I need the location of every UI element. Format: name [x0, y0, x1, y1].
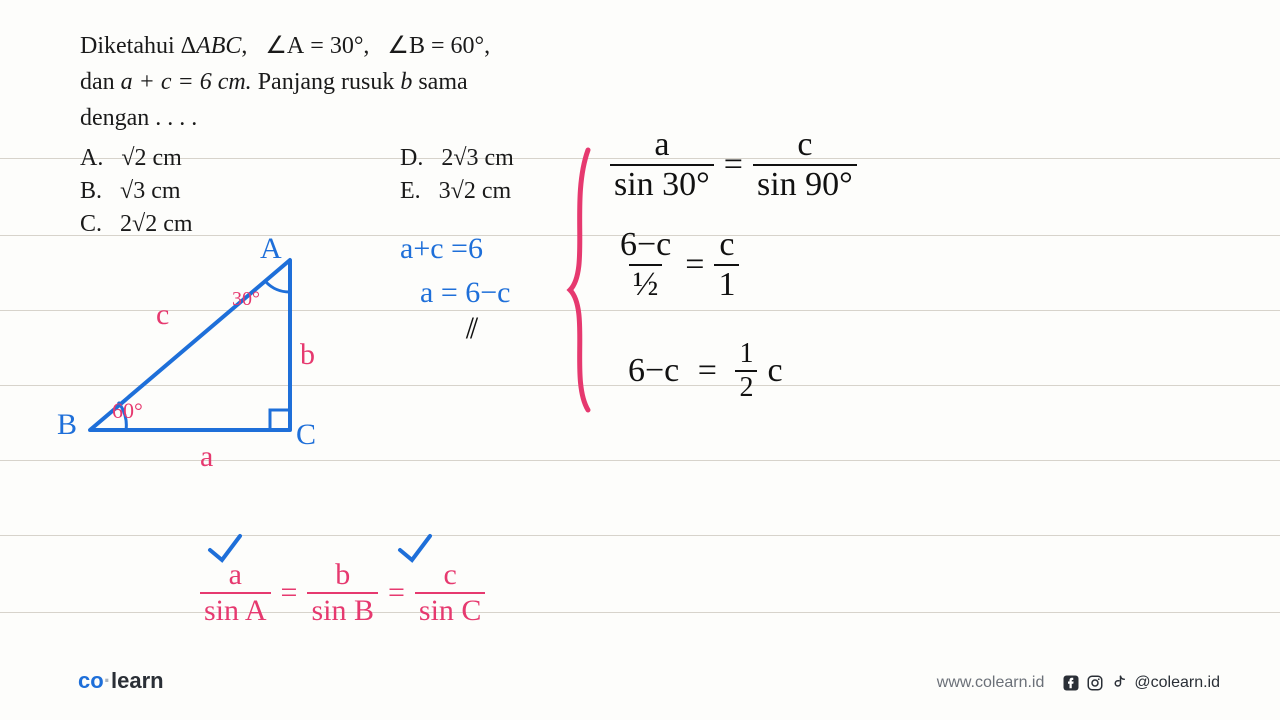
text: sama [412, 69, 467, 95]
logo-dot: · [104, 668, 111, 693]
r2-lnum: 6−c [616, 228, 675, 264]
equals: = [685, 246, 704, 284]
triangle-diagram [70, 230, 360, 480]
work-strike: ⫽ [466, 314, 479, 346]
triangle-name: ABC [196, 33, 241, 59]
los-sin-c: sin C [415, 592, 486, 626]
footer-url: www.colearn.id [937, 674, 1045, 692]
option-b-value: √3 cm [120, 178, 181, 204]
text: Diketahui Δ [80, 33, 196, 59]
logo-co: co [78, 668, 104, 693]
angle-a-label: ∠A [265, 33, 304, 59]
option-a: A. √2 cm [80, 145, 250, 172]
text: Panjang rusuk [252, 69, 401, 95]
work-row-2: 6−c½ = c1 [616, 228, 739, 302]
work-eq1: a+c =6 [400, 232, 483, 266]
r3-lhs: 6−c [628, 352, 679, 390]
side-b-label: b [300, 338, 315, 372]
angle-30: 30° [232, 288, 260, 311]
vertex-a-label: A [260, 232, 282, 266]
angle-a-value: 30° [330, 33, 364, 59]
check-icon [210, 536, 240, 560]
option-e-value: 3√2 cm [439, 178, 512, 204]
work-row-3: 6−c = 12 c [628, 340, 783, 402]
r1-rden: sin 90° [753, 164, 857, 202]
sum-expression: a + c = 6 cm. [121, 69, 252, 95]
side-a-label: a [200, 440, 213, 474]
los-sin-b: sin B [307, 592, 378, 626]
problem-line-1: Diketahui ΔABC, ∠A = 30°, ∠B = 60°, [80, 28, 490, 64]
r2-rnum: c [715, 228, 738, 264]
instagram-icon [1086, 674, 1104, 692]
law-of-sines: asin A = bsin B = csin C [200, 560, 485, 626]
problem-text: Diketahui ΔABC, ∠A = 30°, ∠B = 60°, dan … [80, 28, 490, 136]
equals: = [689, 352, 725, 390]
option-e: E. 3√2 cm [400, 178, 570, 205]
side-b: b [400, 69, 412, 95]
r1-lnum: a [650, 128, 673, 164]
r3-num: 1 [735, 340, 757, 370]
equals: = [281, 576, 298, 610]
work-row-1: asin 30° = csin 90° [610, 128, 857, 202]
option-d: D. 2√3 cm [400, 145, 570, 172]
angle-arc-a [266, 282, 290, 292]
option-a-value: √2 cm [121, 145, 182, 171]
social-row: @colearn.id [1062, 674, 1220, 692]
angle-b-value: 60° [451, 33, 485, 59]
r2-rden: 1 [714, 264, 739, 302]
los-sin-a: sin A [200, 592, 271, 626]
tick-marks [200, 528, 460, 568]
footer-handle: @colearn.id [1134, 674, 1220, 692]
side-c-label: c [156, 298, 169, 332]
tiktok-icon [1110, 674, 1128, 692]
r3-den: 2 [735, 370, 757, 402]
right-angle-marker [270, 410, 290, 430]
equals: = [388, 576, 405, 610]
r1-lden: sin 30° [610, 164, 714, 202]
option-b: B. √3 cm [80, 178, 250, 205]
work-eq2: a = 6−c [420, 276, 510, 310]
facebook-icon [1062, 674, 1080, 692]
footer-right: www.colearn.id @colearn.id [937, 674, 1220, 692]
r1-rnum: c [793, 128, 816, 164]
vertex-b-label: B [57, 408, 77, 442]
problem-line-2: dan a + c = 6 cm. Panjang rusuk b sama [80, 64, 490, 100]
equals: = [724, 146, 743, 184]
answer-options: A. √2 cm D. 2√3 cm B. √3 cm E. 3√2 cm C.… [80, 145, 570, 238]
brand-logo: co·learn [78, 668, 164, 694]
r2-lden: ½ [629, 264, 663, 302]
option-d-value: 2√3 cm [441, 145, 514, 171]
vertex-c-label: C [296, 418, 316, 452]
check-icon [400, 536, 430, 560]
logo-learn: learn [111, 668, 164, 693]
text: dan [80, 69, 121, 95]
r3-tail: c [767, 352, 782, 390]
brace-curve [560, 140, 600, 420]
angle-60: 60° [112, 398, 143, 424]
problem-line-3: dengan . . . . [80, 100, 490, 136]
angle-b-label: ∠B [387, 33, 425, 59]
